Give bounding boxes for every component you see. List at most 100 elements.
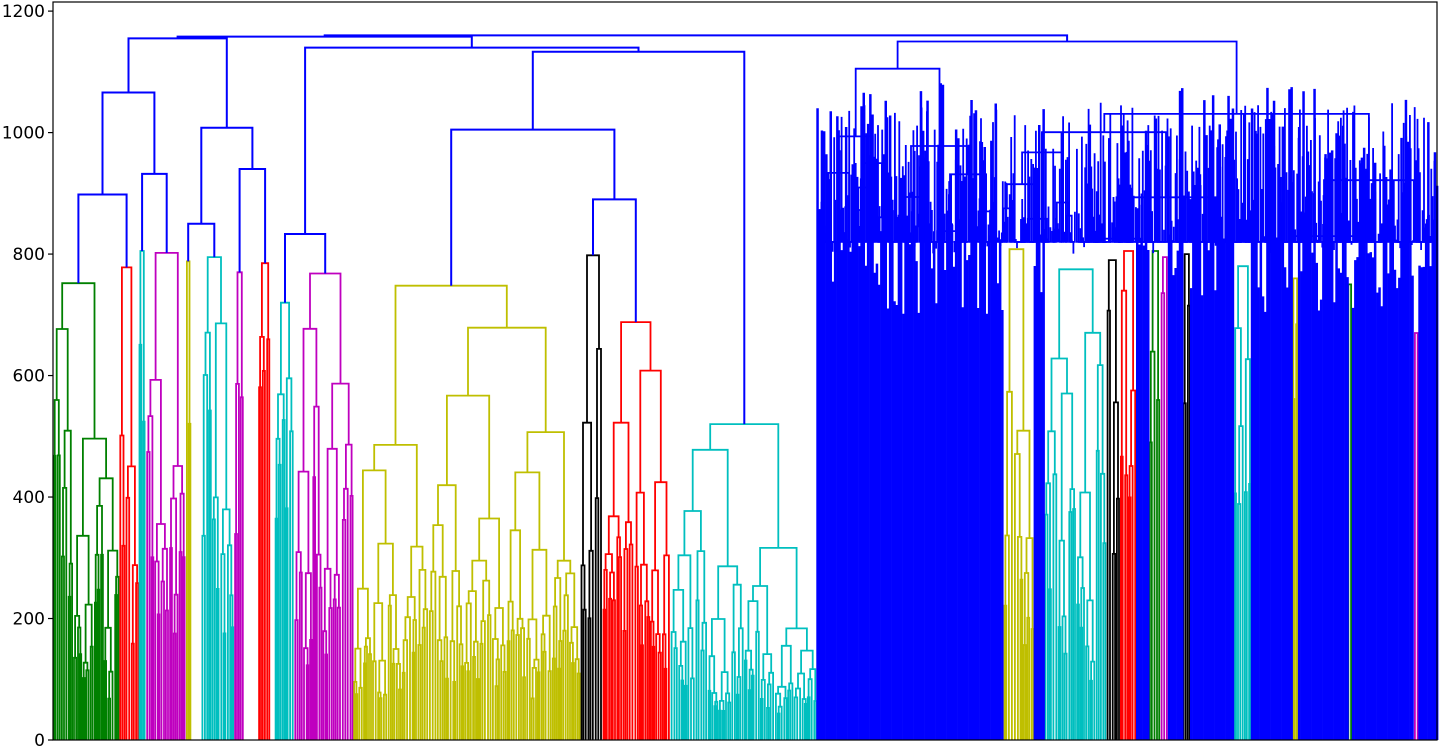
dendrogram-link [618, 556, 622, 740]
dendrogram-link [1404, 99, 1408, 740]
dendrogram-link [1300, 271, 1303, 740]
dendrogram-link [1072, 211, 1076, 243]
dendrogram-link [829, 111, 832, 740]
dendrogram-link [1252, 112, 1256, 243]
dendrogram-link [750, 674, 755, 740]
dendrogram-link [941, 84, 945, 740]
dendrogram-link [1279, 177, 1282, 740]
dendrogram-link [646, 616, 651, 740]
dendrogram-link [673, 647, 678, 740]
dendrogram-link [1261, 296, 1265, 740]
dendrogram-link [884, 100, 887, 740]
dendrogram-link [1182, 402, 1187, 740]
dendrogram-link [372, 660, 377, 740]
dendrogram-link [460, 665, 465, 740]
dendrogram-link [836, 116, 839, 740]
dendrogram-link [1151, 250, 1159, 400]
dendrogram-link [1248, 122, 1252, 243]
dendrogram-link [294, 619, 299, 740]
dendrogram-link [1418, 265, 1421, 740]
dendrogram-link [1392, 180, 1396, 243]
dendrogram-link [531, 548, 548, 620]
dendrogram-link [363, 662, 367, 740]
dendrogram-link [946, 210, 949, 740]
dendrogram-link [211, 518, 216, 740]
dendrogram-link [146, 451, 151, 740]
dendrogram-link [1106, 309, 1111, 740]
dendrogram-link [1296, 137, 1300, 243]
dendrogram-link [324, 653, 328, 740]
dendrogram-link [1192, 171, 1195, 740]
dendrogram-link [1283, 267, 1287, 740]
dendrogram-link [1211, 95, 1215, 740]
dendrogram-link [1142, 245, 1146, 740]
dendrogram-link [996, 230, 1000, 243]
dendrogram-link [989, 209, 993, 243]
dendrogram-link [766, 707, 770, 740]
dendrogram-link [277, 463, 282, 740]
dendrogram-link [888, 115, 892, 740]
dendrogram-link [1352, 105, 1356, 243]
dendrogram-link [862, 92, 865, 740]
dendrogram-link [1354, 167, 1358, 243]
dendrogram-link [331, 382, 350, 449]
dendrogram-link [466, 670, 470, 740]
dendrogram-link [141, 172, 168, 253]
dendrogram-link [858, 246, 861, 740]
dendrogram-link [1295, 323, 1299, 740]
dendrogram-link [1102, 542, 1107, 740]
dendrogram-link [1264, 311, 1267, 740]
dendrogram-link [165, 609, 169, 740]
dendrogram-link [1203, 100, 1206, 740]
dendrogram-link [1076, 148, 1080, 243]
dendrogram-link [1207, 250, 1210, 740]
dendrogram-link [354, 693, 359, 740]
dendrogram-link [81, 677, 86, 740]
dendrogram-link [928, 223, 931, 740]
dendrogram-link [515, 634, 520, 740]
dendrogram-link [304, 572, 312, 649]
dendrogram-link [309, 639, 313, 740]
dendrogram-link [214, 322, 228, 510]
dendrogram-link [326, 447, 338, 575]
dendrogram-link [1389, 169, 1392, 740]
dendrogram-link [926, 100, 929, 740]
dendrogram-link [1026, 616, 1031, 740]
dendrogram-link [901, 166, 906, 243]
dendrogram-link [1118, 105, 1122, 243]
dendrogram-link [707, 689, 712, 740]
dendrogram-link [1417, 148, 1421, 243]
dendrogram-link [1079, 626, 1084, 740]
dendrogram-link [1367, 253, 1370, 740]
dendrogram-link [1384, 177, 1388, 740]
dendrogram-link [691, 448, 729, 567]
dendrogram-link [450, 128, 616, 286]
dendrogram-link [1166, 118, 1170, 243]
dendrogram-link [1042, 109, 1045, 740]
dendrogram-link [1155, 118, 1159, 243]
dendrogram-link [467, 326, 547, 433]
dendrogram-link [612, 421, 630, 523]
dendrogram-link [238, 168, 267, 273]
y-tick-label: 600 [13, 367, 45, 387]
dendrogram-link [1292, 277, 1298, 399]
dendrogram-link [582, 608, 587, 740]
dendrogram-link [708, 655, 716, 693]
dendrogram-link [1313, 88, 1316, 740]
dendrogram-link [1302, 91, 1305, 740]
dendrogram-link [904, 145, 909, 243]
dendrogram-link [622, 630, 627, 740]
dendrogram-link [482, 579, 491, 622]
dendrogram-link [1147, 250, 1150, 740]
dendrogram-link [1344, 211, 1347, 740]
dendrogram-link [640, 644, 644, 740]
dendrogram-link [1136, 208, 1139, 740]
dendrogram-link [305, 664, 310, 740]
dendrogram-link [1205, 135, 1208, 740]
dendrogram-link [1186, 170, 1190, 243]
dendrogram-link [377, 542, 394, 604]
dendrogram-link [1414, 332, 1419, 740]
dendrogram-link [56, 454, 61, 740]
dendrogram-link [1326, 241, 1329, 740]
dendrogram-link [1172, 275, 1175, 740]
